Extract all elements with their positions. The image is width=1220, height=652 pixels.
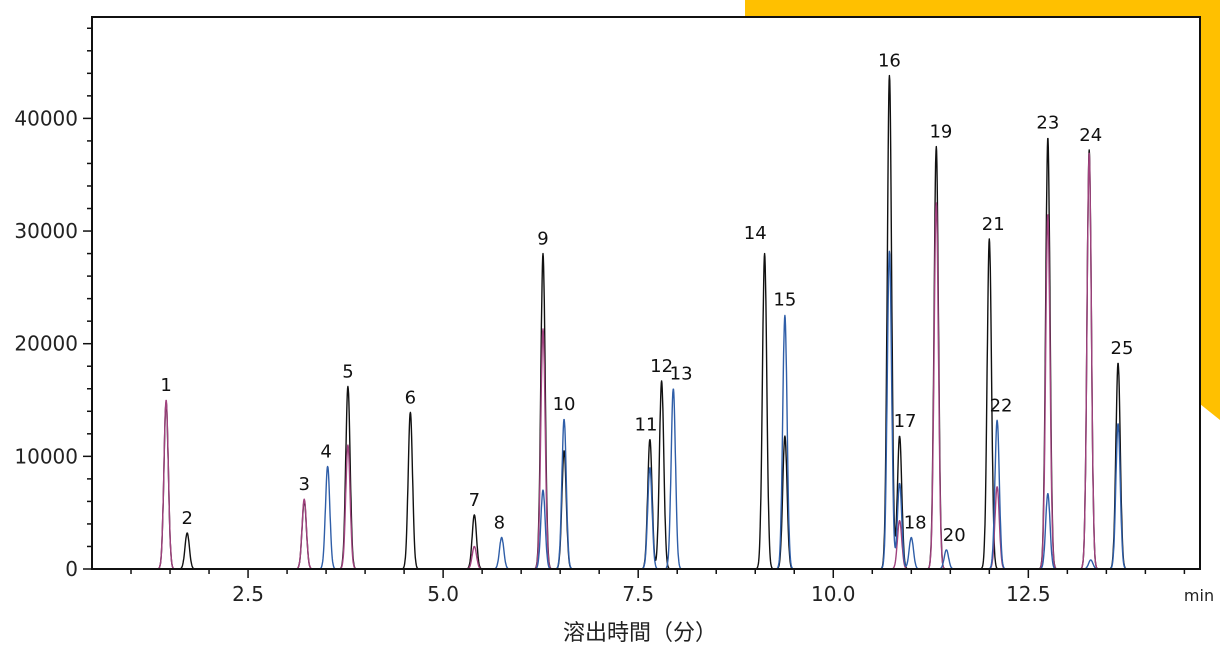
y-tick-labels: 0 10000 20000 30000 40000	[14, 106, 78, 581]
peak-label: 14	[744, 223, 767, 244]
peak-label: 20	[943, 525, 966, 546]
peak-label: 9	[537, 229, 548, 250]
peak-label: 13	[670, 364, 693, 385]
x-tick-labels: 2.5 5.0 7.5 10.0 12.5	[232, 582, 1050, 606]
y-tick-label: 20000	[14, 332, 78, 356]
peak-label: 5	[342, 361, 353, 382]
peak-label: 3	[299, 474, 310, 495]
peak-label: 17	[894, 411, 917, 432]
plot-area	[92, 17, 1200, 569]
peak-label: 15	[773, 289, 796, 310]
peak-label: 2	[181, 508, 192, 529]
peak-label: 18	[904, 512, 927, 533]
peak-label: 12	[650, 356, 673, 377]
peak-label: 10	[553, 394, 576, 415]
peak-label: 16	[878, 51, 901, 72]
x-tick-label: 5.0	[427, 582, 459, 606]
peak-label: 19	[929, 122, 952, 143]
peak-label: 22	[990, 395, 1013, 416]
x-unit-label: min	[1184, 586, 1214, 605]
x-tick-label: 12.5	[1006, 582, 1051, 606]
peak-label: 24	[1079, 125, 1102, 146]
peak-label: 8	[494, 512, 505, 533]
peak-label: 7	[469, 490, 480, 511]
peak-labels: 1234567891011121314151617181920212223242…	[160, 51, 1133, 546]
x-tick-label: 2.5	[232, 582, 264, 606]
x-axis-title: 溶出時間（分）	[563, 621, 717, 646]
x-tick-label: 7.5	[622, 582, 654, 606]
peak-label: 6	[405, 387, 416, 408]
y-tick-label: 30000	[14, 219, 78, 243]
peak-label: 11	[635, 414, 658, 435]
x-tick-label: 10.0	[811, 582, 856, 606]
peak-label: 21	[982, 214, 1005, 235]
y-tick-label: 0	[65, 557, 78, 581]
peak-label: 23	[1036, 113, 1059, 134]
y-tick-label: 10000	[14, 444, 78, 468]
y-tick-label: 40000	[14, 106, 78, 130]
peak-label: 1	[160, 375, 171, 396]
peak-label: 4	[320, 441, 331, 462]
plot-frame	[91, 16, 1201, 570]
peak-label: 25	[1111, 338, 1134, 359]
